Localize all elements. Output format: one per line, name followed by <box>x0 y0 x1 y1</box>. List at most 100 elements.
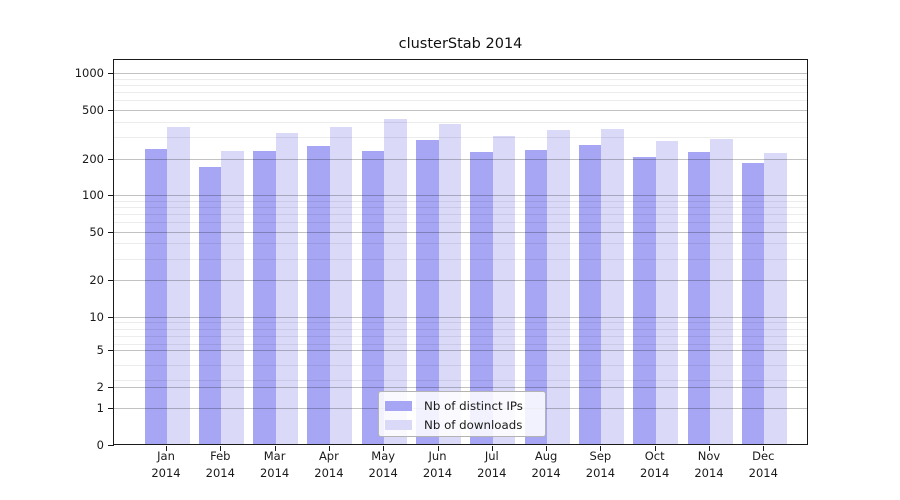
legend: Nb of distinct IPs Nb of downloads <box>378 391 546 437</box>
x-tick-year: 2014 <box>585 465 616 480</box>
x-axis-tick-label: Dec 2014 <box>733 448 793 481</box>
x-tick-year: 2014 <box>748 465 778 480</box>
x-tick-mark <box>328 446 330 451</box>
bar-distinct-ips-jul <box>470 152 493 444</box>
legend-item-downloads: Nb of downloads <box>379 415 545 434</box>
x-tick-mark <box>437 446 439 451</box>
y-tick-mark <box>108 158 114 160</box>
bar-downloads-jan <box>167 126 190 444</box>
x-tick-mark <box>709 446 710 451</box>
gridline-minor <box>114 322 807 324</box>
bar-downloads-dec <box>764 153 787 444</box>
y-axis-tick-label: 1000 <box>74 66 104 80</box>
bar-distinct-ips-sep <box>578 144 602 444</box>
x-tick-mark <box>383 446 385 451</box>
gridline-major <box>114 158 807 160</box>
x-tick-month: Oct <box>644 449 665 463</box>
x-tick-month: Aug <box>534 449 558 463</box>
y-axis-tick-label: 20 <box>89 273 104 287</box>
bar-downloads-apr <box>329 127 353 444</box>
x-tick-month: Jan <box>157 449 175 463</box>
bar-distinct-ips-oct <box>633 157 656 444</box>
gridline-minor <box>114 100 807 102</box>
bar-distinct-ips-feb <box>198 167 222 444</box>
gridline-major <box>114 195 807 196</box>
bar-distinct-ips-mar <box>253 151 276 444</box>
x-tick-month: Feb <box>210 449 231 463</box>
bar-downloads-feb <box>221 151 244 444</box>
gridline-minor <box>114 335 807 337</box>
gridline-major <box>114 386 807 388</box>
bar-distinct-ips-nov <box>687 152 710 444</box>
bar-downloads-oct <box>655 140 679 444</box>
y-tick-mark <box>108 73 114 74</box>
y-axis-tick-label: 100 <box>82 188 104 202</box>
y-axis-tick-label: 50 <box>89 225 104 239</box>
bar-distinct-ips-jan <box>144 148 167 444</box>
y-tick-mark <box>108 407 114 409</box>
gridline-major <box>114 316 807 318</box>
x-axis-tick-label: Aug 2014 <box>516 448 576 481</box>
gridline-minor <box>114 380 807 382</box>
x-tick-year: 2014 <box>477 465 507 480</box>
x-tick-mark <box>274 446 276 451</box>
y-tick-mark <box>108 232 114 233</box>
x-tick-mark <box>166 446 167 451</box>
bar-distinct-ips-dec <box>741 162 765 444</box>
bar-distinct-ips-aug <box>524 149 548 444</box>
x-axis-tick-label: Jul 2014 <box>462 448 522 481</box>
x-tick-month: May <box>371 449 396 463</box>
x-tick-month: Apr <box>318 449 339 463</box>
x-tick-month: Mar <box>263 449 286 463</box>
y-axis-tick-label: 0 <box>96 438 104 452</box>
gridline-major <box>114 232 807 233</box>
x-tick-month: Nov <box>697 449 721 463</box>
x-tick-month: Jun <box>428 449 447 463</box>
gridline-minor <box>114 243 807 245</box>
y-tick-mark <box>108 349 114 351</box>
x-tick-month: Jul <box>484 449 499 463</box>
x-tick-year: 2014 <box>259 465 290 480</box>
gridline-minor <box>114 92 807 94</box>
x-axis-tick-label: Nov 2014 <box>679 448 739 481</box>
chart-title: clusterStab 2014 <box>398 36 523 52</box>
x-axis-tick-label: Jan 2014 <box>136 448 196 481</box>
bar-downloads-nov <box>710 138 733 444</box>
gridline-minor <box>114 222 807 223</box>
legend-item-distinct-ips: Nb of distinct IPs <box>379 396 545 415</box>
x-tick-year: 2014 <box>422 465 453 480</box>
x-tick-mark <box>600 446 602 451</box>
x-tick-year: 2014 <box>531 465 561 480</box>
gridline-minor <box>114 200 807 202</box>
gridline-major <box>114 349 807 351</box>
gridline-major <box>114 280 807 281</box>
y-axis-tick-label: 5 <box>96 342 104 357</box>
x-tick-year: 2014 <box>694 465 724 480</box>
bar-downloads-may <box>384 119 407 444</box>
gridline-minor <box>114 136 807 138</box>
y-axis-tick-label: 200 <box>82 151 104 166</box>
bar-downloads-mar <box>275 132 299 444</box>
gridline-minor <box>114 85 807 87</box>
bar-downloads-sep <box>601 128 624 444</box>
x-axis-tick-label: May 2014 <box>353 448 413 481</box>
gridline-major <box>114 109 807 111</box>
legend-swatch-downloads <box>385 419 412 430</box>
x-tick-month: Dec <box>752 449 775 463</box>
x-axis-tick-label: Sep 2014 <box>570 448 630 481</box>
bar-downloads-jul <box>492 136 516 444</box>
x-tick-year: 2014 <box>314 465 344 480</box>
x-tick-mark <box>220 446 222 451</box>
y-axis-tick-label: 2 <box>96 379 104 394</box>
bar-distinct-ips-jun <box>416 139 439 444</box>
y-axis-tick-label: 500 <box>82 102 104 117</box>
x-axis-tick-label: Oct 2014 <box>625 448 685 481</box>
x-tick-year: 2014 <box>640 465 670 480</box>
x-tick-mark <box>763 446 765 451</box>
bar-distinct-ips-may <box>361 151 385 444</box>
legend-label-distinct-ips: Nb of distinct IPs <box>424 398 523 413</box>
legend-swatch-distinct-ips <box>385 400 412 411</box>
gridline-minor <box>114 121 807 123</box>
y-tick-mark <box>108 109 114 111</box>
